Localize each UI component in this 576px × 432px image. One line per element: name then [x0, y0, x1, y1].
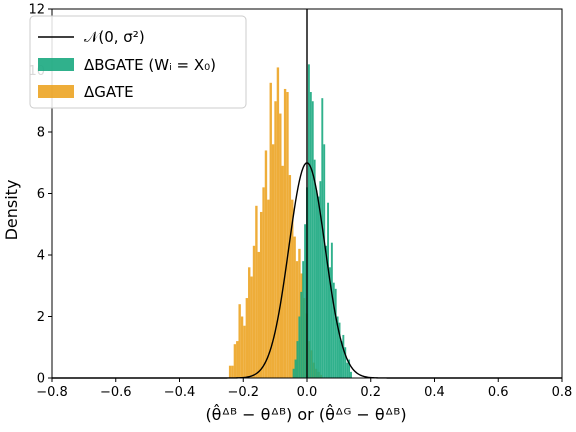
x-tick-label: 0.8	[552, 385, 573, 400]
bgate-bar	[298, 316, 301, 378]
legend: 𝒩(0, σ²) ΔBGATE (Wᵢ = X₀) ΔGATE	[29, 15, 247, 109]
bgate-bar	[332, 282, 335, 378]
bgate-bar	[346, 362, 349, 379]
y-tick-label: 6	[37, 187, 45, 202]
bgate-bar	[350, 371, 352, 378]
bgate-bar	[328, 267, 331, 378]
x-tick-label: −0.2	[227, 385, 259, 400]
legend-gate-label: ΔGATE	[84, 83, 134, 101]
gate-bar	[298, 248, 301, 378]
y-tick-label: 4	[37, 249, 45, 264]
legend-normal-label: 𝒩(0, σ²)	[84, 28, 145, 46]
bgate-bar	[296, 341, 299, 378]
gate-bar	[262, 187, 265, 378]
x-tick-label: −0.8	[36, 385, 68, 400]
gate-bar	[279, 113, 282, 379]
gate-bar	[257, 251, 260, 378]
gate-bar	[293, 236, 296, 378]
bgate-bar	[323, 144, 326, 378]
x-tick-label: 0.4	[424, 385, 445, 400]
gate-bar	[295, 261, 299, 378]
legend-gate-swatch	[38, 85, 74, 98]
bgate-bar	[311, 101, 314, 378]
legend-box	[29, 15, 247, 109]
gate-bar	[238, 304, 241, 378]
gate-bar	[274, 101, 277, 378]
gate-bar	[233, 344, 237, 378]
gate-bar	[231, 365, 234, 378]
bgate-bar	[342, 334, 345, 378]
bgate-bar	[340, 341, 343, 378]
bgate-bar	[300, 291, 303, 378]
y-tick-label: 2	[37, 310, 45, 325]
bgate-bar	[313, 159, 316, 378]
bgate-bar	[325, 245, 328, 378]
bgate-bar	[321, 98, 324, 379]
gate-bar	[271, 144, 275, 378]
gate-bar	[267, 199, 270, 378]
bgate-bars	[292, 64, 352, 379]
x-tick-label: 0.2	[360, 385, 381, 400]
gate-bar	[286, 92, 289, 379]
gate-bar	[291, 199, 294, 378]
x-axis-ticks: −0.8 −0.6 −0.4 −0.2 0.0 0.2 0.4 0.6 0.8	[36, 378, 572, 400]
bgate-bar	[348, 359, 351, 378]
gate-bar	[243, 325, 246, 378]
gate-bar	[288, 175, 292, 378]
bgate-bar	[330, 242, 333, 378]
bgate-bar	[336, 316, 339, 378]
x-tick-label: 0.0	[297, 385, 318, 400]
bgate-bar	[294, 359, 297, 378]
x-tick-label: 0.6	[488, 385, 509, 400]
bgate-bar	[315, 190, 318, 378]
bgate-bar	[319, 181, 322, 378]
gate-bar	[252, 245, 256, 378]
bgate-bar	[302, 261, 305, 378]
gate-bar	[250, 276, 253, 378]
x-tick-label: −0.4	[164, 385, 196, 400]
gate-bar	[264, 150, 268, 378]
bgate-bar	[309, 92, 312, 379]
gate-bar	[276, 67, 280, 379]
bgate-bar	[292, 368, 295, 378]
gate-bar	[259, 211, 263, 378]
y-tick-label: 8	[37, 126, 45, 141]
gate-bar	[283, 88, 287, 378]
legend-bgate-swatch	[38, 58, 74, 71]
bgate-bar	[334, 288, 337, 378]
gate-bar	[245, 298, 249, 378]
bgate-bar	[338, 322, 341, 378]
gate-bar	[248, 267, 251, 378]
y-axis-label: Density	[2, 180, 21, 241]
x-tick-label: −0.6	[100, 385, 132, 400]
bgate-bar	[304, 224, 307, 378]
gate-bar	[228, 365, 232, 378]
bgate-bar	[344, 347, 347, 378]
gate-bar	[281, 165, 284, 378]
gate-bar	[269, 82, 272, 379]
bgate-bar	[307, 64, 310, 378]
bgate-bar	[327, 202, 329, 378]
legend-bgate-label: ΔBGATE (Wᵢ = X₀)	[84, 56, 216, 74]
bgate-bar	[317, 196, 320, 378]
gate-bar	[236, 341, 239, 378]
gate-bar	[255, 205, 258, 378]
y-tick-label: 12	[28, 3, 45, 18]
gate-bar	[240, 316, 244, 378]
x-axis-label: (θ̂ᐞᴮ − θᐞᴮ) or (θ̂ᐞᴳ − θᐞᴮ)	[205, 404, 406, 424]
y-tick-label: 0	[37, 372, 45, 387]
